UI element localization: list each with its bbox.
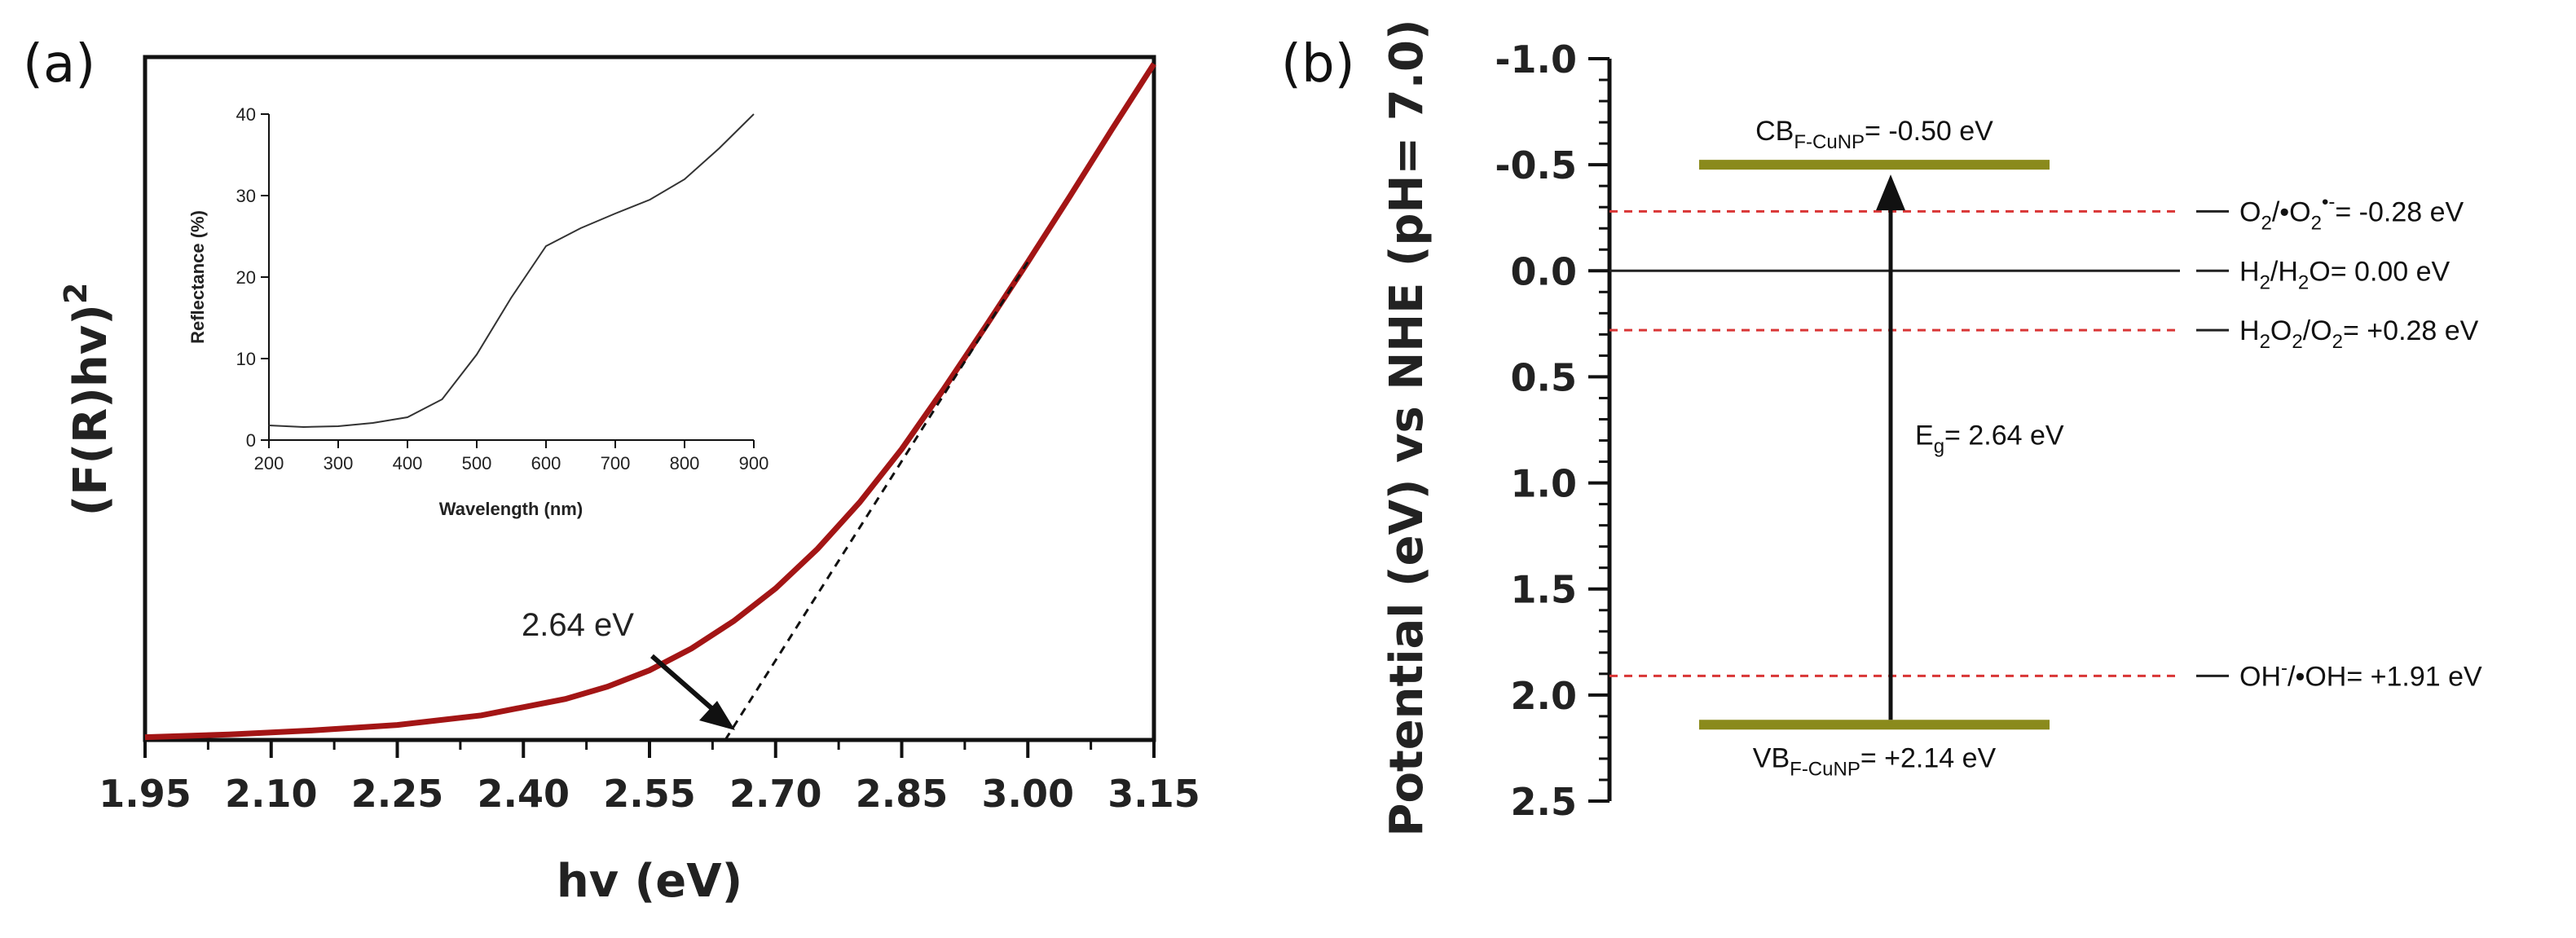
- inset-y-tick-label: 20: [236, 267, 256, 288]
- panel-a-x-tick-label: 2.25: [351, 772, 444, 816]
- panel-b-energy-diagram: -1.0 -0.5 0.0 0.5 1.0 1.5 2.0 2.5 CBF-CuNP= -0.…: [1380, 19, 2482, 836]
- bandgap-label: Eg= 2.64 eV: [1915, 421, 2064, 458]
- inset-y-tick-label: 10: [236, 349, 256, 369]
- inset-x-tick-label: 400: [393, 453, 423, 473]
- panel-b-bands: [1699, 160, 2050, 730]
- panel-a-x-tick-label: 2.85: [856, 772, 949, 816]
- bandgap-annotation-arrowhead: [699, 701, 735, 730]
- vb-band-label: VBF-CuNP= +2.14 eV: [1753, 742, 1997, 780]
- panel-b-y-ticks: -1.0 -0.5 0.0 0.5 1.0 1.5 2.0 2.5: [1495, 37, 1609, 824]
- inset-x-tick-label: 700: [601, 453, 631, 473]
- panel-a-x-tick-label: 3.15: [1107, 772, 1200, 816]
- panel-a-y-axis-title-main: (F(R)hv): [64, 304, 117, 516]
- inset-y-tick-label: 0: [246, 430, 256, 451]
- panel-a-x-tick-label: 3.00: [982, 772, 1075, 816]
- panel-b-y-axis-title: Potential (eV) vs NHE (pH= 7.0): [1380, 19, 1433, 836]
- panel-a-label: (a): [23, 34, 95, 95]
- redox-label-h2o2-o2: H2O2/O2= +0.28 eV: [2239, 315, 2479, 353]
- panel-b-y-tick-label: 1.5: [1511, 568, 1578, 612]
- panel-b-y-tick-label: 2.5: [1511, 780, 1578, 824]
- tauc-curve: [144, 62, 1156, 741]
- svg-text:(F(R)hv)2: (F(R)hv)2: [58, 283, 117, 517]
- panel-a-x-tick-label: 2.55: [603, 772, 696, 816]
- redox-label-o2-superoxide: O2/•O2•-= -0.28 eV: [2239, 191, 2464, 234]
- panel-a-x-tick-label: 2.10: [225, 772, 318, 816]
- panel-a-x-axis-title: hv (eV): [557, 855, 742, 908]
- inset-ticks: 200 300 400 500 600 700 800 900 0 10 20 30 40: [236, 104, 769, 473]
- panel-a-x-tick-label: 1.95: [99, 772, 192, 816]
- inset-background: [269, 114, 754, 440]
- panel-b-y-tick-label: -0.5: [1495, 143, 1577, 187]
- inset-y-tick-label: 30: [236, 186, 256, 206]
- cb-band-label: CBF-CuNP= -0.50 eV: [1755, 116, 1993, 153]
- inset-y-axis-title: Reflectance (%): [187, 210, 208, 344]
- panel-b-y-tick-label: -1.0: [1495, 37, 1577, 81]
- inset-x-tick-label: 600: [531, 453, 561, 473]
- bandgap-annotation-arrow: [650, 654, 719, 716]
- panel-b-label: (b): [1281, 34, 1355, 95]
- inset-reflectance-curve: [268, 113, 755, 429]
- panel-a-y-axis-title-sup: 2: [58, 283, 94, 304]
- inset-y-tick-label: 40: [236, 104, 256, 125]
- inset-x-axis-title: Wavelength (nm): [439, 499, 583, 519]
- panel-b-y-tick-label: 2.0: [1511, 674, 1578, 718]
- panel-b-y-tick-label: 0.0: [1511, 249, 1578, 293]
- reflectance-inset: 200 300 400 500 600 700 800 900 0 10 20 30 40 Wavele…: [187, 104, 768, 519]
- inset-x-tick-label: 200: [254, 453, 284, 473]
- panel-a-x-tick-label: 2.70: [729, 772, 822, 816]
- panel-a-y-axis-title: (F(R)hv)2: [58, 283, 117, 517]
- bandgap-annotation-text: 2.64 eV: [522, 607, 634, 643]
- inset-x-tick-label: 500: [462, 453, 492, 473]
- panel-a-x-ticks: 1.95 2.10 2.25 2.40 2.55 2.70 2.85 3.00 3.15: [99, 740, 1200, 816]
- redox-label-oh-radical: OH-/•OH= +1.91 eV: [2239, 657, 2482, 692]
- tauc-linear-fit: [724, 261, 1029, 741]
- panel-a-curves: [144, 62, 1156, 741]
- redox-label-h2-h2o: H2/H2O= 0.00 eV: [2239, 256, 2451, 293]
- bandgap-arrow-head: [1876, 174, 1905, 211]
- panel-a-x-tick-label: 2.40: [478, 772, 570, 816]
- panel-a-tauc-plot: 1.95 2.10 2.25 2.40 2.55 2.70 2.85 3.00 3.15 2.6…: [58, 55, 1200, 908]
- bandgap-arrow: [1876, 174, 1905, 720]
- inset-x-tick-label: 800: [670, 453, 700, 473]
- panel-b-y-tick-label: 0.5: [1511, 355, 1578, 399]
- inset-x-tick-label: 300: [324, 453, 354, 473]
- panel-b-redox-levels: [1609, 209, 2229, 677]
- inset-x-tick-label: 900: [739, 453, 769, 473]
- panel-b-y-tick-label: 1.0: [1511, 462, 1578, 506]
